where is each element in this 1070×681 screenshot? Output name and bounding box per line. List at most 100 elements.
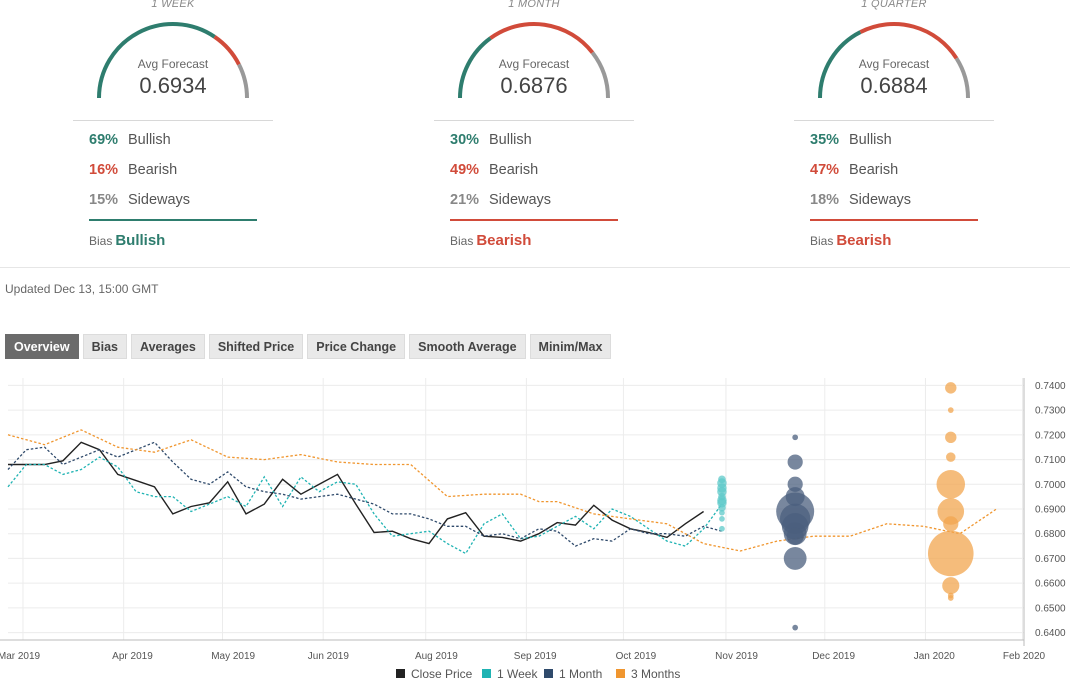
forecast-bubbles [717, 382, 974, 631]
forecast-bubble-1-month [783, 547, 807, 570]
stat-pct: 69% [89, 132, 119, 148]
y-tick-label: 0.6600 [1035, 579, 1066, 590]
stat-label: Bullish [128, 132, 171, 148]
divider [794, 120, 994, 121]
forecast-bubble-1-month [792, 624, 799, 631]
forecast-card-1-week: 1 WEEK Avg Forecast 0.6934 69% Bullish 16… [73, 0, 433, 260]
grid [8, 378, 1024, 640]
bias-indicator: Bias Bullish [89, 232, 165, 249]
forecast-bubble-3-months [947, 407, 954, 413]
tab-price-change[interactable]: Price Change [307, 334, 406, 359]
stat-pct: 30% [450, 132, 480, 148]
gauge-sideways-arc [590, 51, 610, 99]
avg-forecast-label: Avg Forecast [858, 57, 930, 71]
forecast-bubble-3-months [927, 530, 974, 577]
axes: 0.7400 0.7300 0.7200 0.7100 0.7000 0.6900 0.68… [0, 378, 1066, 662]
bias-value: Bearish [476, 232, 532, 249]
bias-bar [810, 219, 978, 221]
legend-label[interactable]: 3 Months [631, 667, 680, 681]
stat-pct: 49% [450, 162, 480, 178]
gauge-bearish-arc [213, 35, 241, 66]
y-tick-label: 0.7300 [1035, 406, 1066, 417]
sentiment-gauge [818, 22, 970, 99]
legend-label[interactable]: Close Price [411, 667, 473, 681]
stat-pct: 15% [89, 192, 119, 208]
stat-label: Bullish [489, 132, 532, 148]
y-tick-label: 0.7400 [1035, 381, 1066, 392]
forecast-bubble-1-week [719, 525, 725, 532]
tab-shifted-price[interactable]: Shifted Price [208, 334, 304, 359]
tab-averages[interactable]: Averages [131, 334, 205, 359]
legend-label[interactable]: 1 Week [497, 667, 538, 681]
forecast-bubble-3-months [943, 516, 959, 532]
section-divider [0, 267, 1070, 268]
x-tick-label: Aug 2019 [415, 651, 458, 662]
bias-bar [450, 219, 618, 221]
stat-bearish: 47% Bearish [810, 162, 898, 178]
stat-label: Sideways [849, 192, 912, 208]
y-tick-label: 0.7200 [1035, 430, 1066, 441]
stat-bullish: 35% Bullish [810, 132, 892, 148]
tab-overview[interactable]: Overview [5, 334, 79, 359]
divider [434, 120, 634, 121]
stat-label: Bearish [849, 162, 899, 178]
stat-pct: 21% [450, 192, 480, 208]
stat-label: Sideways [489, 192, 552, 208]
stat-label: Bullish [849, 132, 892, 148]
stat-pct: 18% [810, 192, 840, 208]
period-label: 1 MONTH [508, 0, 560, 10]
x-tick-label: Jan 2020 [914, 651, 956, 662]
stat-bullish: 69% Bullish [89, 132, 171, 148]
x-tick-label: Sep 2019 [514, 651, 557, 662]
stat-label: Bearish [489, 162, 539, 178]
bias-indicator: Bias Bearish [810, 232, 891, 249]
stat-sideways: 15% Sideways [89, 192, 190, 208]
legend-swatch [544, 669, 553, 678]
x-tick-label: May 2019 [211, 651, 255, 662]
stat-sideways: 18% Sideways [810, 192, 911, 208]
avg-forecast-value: 0.6884 [860, 73, 928, 98]
tab-minim-max[interactable]: Minim/Max [529, 334, 612, 359]
tab-smooth-average[interactable]: Smooth Average [409, 334, 526, 359]
stat-pct: 35% [810, 132, 840, 148]
stat-label: Sideways [128, 192, 191, 208]
sentiment-gauge [458, 22, 610, 99]
gauge-bearish-arc [859, 22, 959, 60]
x-tick-label: Apr 2019 [112, 651, 153, 662]
gauge-bullish-arc [818, 30, 862, 99]
divider [73, 120, 273, 121]
stat-pct: 47% [810, 162, 840, 178]
y-tick-label: 0.6500 [1035, 603, 1066, 614]
y-tick-label: 0.7100 [1035, 455, 1066, 466]
series-line-1-week [7, 456, 723, 555]
chart-tabs: Overview Bias Averages Shifted Price Pri… [5, 334, 615, 359]
y-tick-label: 0.6700 [1035, 554, 1066, 565]
bias-value: Bearish [836, 232, 892, 249]
forecast-bubble-3-months [946, 452, 956, 462]
period-label: 1 QUARTER [861, 0, 927, 10]
tab-bias[interactable]: Bias [82, 334, 127, 359]
bias-indicator: Bias Bearish [450, 232, 531, 249]
forecast-bubble-1-week [718, 503, 726, 512]
forecast-bubble-3-months [945, 382, 957, 394]
stat-pct: 16% [89, 162, 119, 178]
y-tick-label: 0.6400 [1035, 628, 1066, 639]
legend-swatch [616, 669, 625, 678]
updated-timestamp: Updated Dec 13, 15:00 GMT [5, 282, 159, 296]
gauge-sideways-arc [237, 63, 249, 99]
period-label: 1 WEEK [151, 0, 195, 10]
forecast-chart: 0.7400 0.7300 0.7200 0.7100 0.7000 0.6900 0.68… [0, 378, 1066, 681]
stat-bullish: 30% Bullish [450, 132, 532, 148]
y-tick-label: 0.6900 [1035, 505, 1066, 516]
stat-bearish: 16% Bearish [89, 162, 177, 178]
legend-label[interactable]: 1 Month [559, 667, 602, 681]
forecast-card-1-quarter: 1 QUARTER Avg Forecast 0.6884 35% Bullish… [794, 0, 1070, 260]
x-tick-label: Jun 2019 [308, 651, 350, 662]
gauge-bullish-arc [97, 22, 216, 99]
y-tick-label: 0.7000 [1035, 480, 1066, 491]
forecast-bubble-3-months [936, 470, 966, 499]
bias-value: Bullish [115, 232, 166, 249]
avg-forecast-label: Avg Forecast [137, 57, 209, 71]
series-line-3-months [7, 429, 997, 552]
bias-label: Bias [450, 234, 474, 248]
